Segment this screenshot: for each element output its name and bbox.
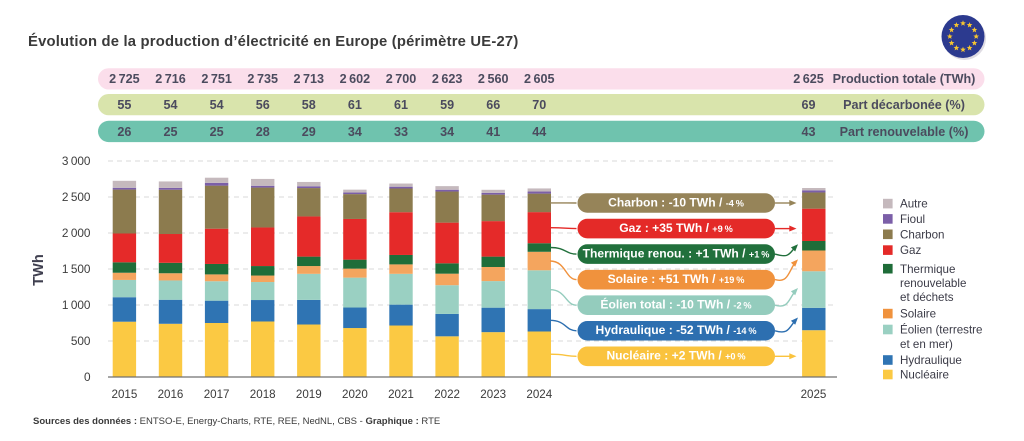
svg-text:2 725: 2 725 xyxy=(109,72,140,86)
svg-text:56: 56 xyxy=(256,98,270,112)
svg-text:54: 54 xyxy=(163,98,177,112)
svg-text:54: 54 xyxy=(210,98,224,112)
svg-text:2 623: 2 623 xyxy=(432,72,463,86)
svg-text:et en mer): et en mer) xyxy=(900,338,953,351)
svg-text:43: 43 xyxy=(801,125,815,139)
svg-text:2025: 2025 xyxy=(801,388,827,401)
svg-text:26: 26 xyxy=(117,125,131,139)
svg-text:61: 61 xyxy=(394,98,408,112)
svg-text:Solaire: Solaire xyxy=(900,308,936,321)
svg-text:Éolien (terrestre: Éolien (terrestre xyxy=(900,324,982,337)
svg-text:3 000: 3 000 xyxy=(62,154,91,168)
svg-text:Hydraulique: Hydraulique xyxy=(900,354,962,367)
svg-text:0: 0 xyxy=(84,370,91,384)
svg-text:2016: 2016 xyxy=(158,388,184,401)
svg-text:55: 55 xyxy=(117,98,131,112)
svg-text:34: 34 xyxy=(440,125,454,139)
svg-text:Solaire : +51 TWh / +19 %: Solaire : +51 TWh / +19 % xyxy=(608,272,745,286)
svg-text:Charbon: Charbon xyxy=(900,228,944,241)
svg-text:Thermique renou. : +1 TWh / +1: Thermique renou. : +1 TWh / +1 % xyxy=(583,246,770,260)
svg-text:Gaz: Gaz xyxy=(900,244,921,257)
svg-text:33: 33 xyxy=(394,125,408,139)
svg-text:44: 44 xyxy=(532,125,546,139)
svg-text:Production totale (TWh): Production totale (TWh) xyxy=(833,72,976,86)
svg-text:2019: 2019 xyxy=(296,388,322,401)
svg-text:41: 41 xyxy=(486,125,500,139)
svg-text:Autre: Autre xyxy=(900,198,928,211)
svg-text:2 560: 2 560 xyxy=(478,72,509,86)
svg-text:2018: 2018 xyxy=(250,388,276,401)
svg-text:2 713: 2 713 xyxy=(294,72,325,86)
svg-text:25: 25 xyxy=(163,125,177,139)
svg-text:TWh: TWh xyxy=(31,254,47,285)
svg-text:Nucléaire: Nucléaire xyxy=(900,369,949,382)
svg-text:Sources des données : ENTSO-E,: Sources des données : ENTSO-E, Energy-Ch… xyxy=(33,416,440,427)
svg-text:1 500: 1 500 xyxy=(62,262,91,276)
svg-text:28: 28 xyxy=(256,125,270,139)
svg-text:Part renouvelable (%): Part renouvelable (%) xyxy=(840,125,969,139)
svg-text:Hydraulique : -52 TWh / -14 %: Hydraulique : -52 TWh / -14 % xyxy=(595,323,756,337)
svg-text:2024: 2024 xyxy=(526,388,552,401)
svg-text:2 716: 2 716 xyxy=(155,72,186,86)
svg-text:2015: 2015 xyxy=(112,388,138,401)
svg-text:2 735: 2 735 xyxy=(247,72,278,86)
svg-text:69: 69 xyxy=(801,98,815,112)
svg-text:et déchets: et déchets xyxy=(900,291,954,304)
svg-text:2 000: 2 000 xyxy=(62,226,91,240)
svg-text:61: 61 xyxy=(348,98,362,112)
svg-text:Part décarbonée (%): Part décarbonée (%) xyxy=(843,98,965,112)
svg-text:2 700: 2 700 xyxy=(386,72,417,86)
svg-text:25: 25 xyxy=(210,125,224,139)
svg-text:Thermique: Thermique xyxy=(900,263,955,276)
svg-text:500: 500 xyxy=(71,334,91,348)
svg-text:2021: 2021 xyxy=(388,388,414,401)
svg-text:2020: 2020 xyxy=(342,388,368,401)
svg-text:2022: 2022 xyxy=(434,388,460,401)
svg-text:2 500: 2 500 xyxy=(62,190,91,204)
svg-text:Nucléaire : +2 TWh / +0 %: Nucléaire : +2 TWh / +0 % xyxy=(606,349,745,363)
svg-text:2 605: 2 605 xyxy=(524,72,555,86)
svg-text:Gaz : +35 TWh / +9 %: Gaz : +35 TWh / +9 % xyxy=(619,221,733,235)
svg-text:1 000: 1 000 xyxy=(62,298,91,312)
svg-text:Charbon : -10 TWh / -4 %: Charbon : -10 TWh / -4 % xyxy=(608,195,744,209)
svg-text:59: 59 xyxy=(440,98,454,112)
svg-text:66: 66 xyxy=(486,98,500,112)
svg-text:2 602: 2 602 xyxy=(340,72,371,86)
svg-text:34: 34 xyxy=(348,125,362,139)
svg-text:Fioul: Fioul xyxy=(900,213,925,226)
svg-text:renouvelable: renouvelable xyxy=(900,277,966,290)
svg-text:2 751: 2 751 xyxy=(201,72,232,86)
svg-text:2017: 2017 xyxy=(204,388,230,401)
svg-text:2 625: 2 625 xyxy=(793,72,824,86)
svg-text:2023: 2023 xyxy=(480,388,506,401)
svg-text:29: 29 xyxy=(302,125,316,139)
svg-text:Éolien total : -10 TWh / -2 %: Éolien total : -10 TWh / -2 % xyxy=(600,297,751,312)
svg-text:70: 70 xyxy=(532,98,546,112)
svg-text:Évolution de la production d’é: Évolution de la production d’électricité… xyxy=(28,33,518,50)
svg-text:58: 58 xyxy=(302,98,316,112)
